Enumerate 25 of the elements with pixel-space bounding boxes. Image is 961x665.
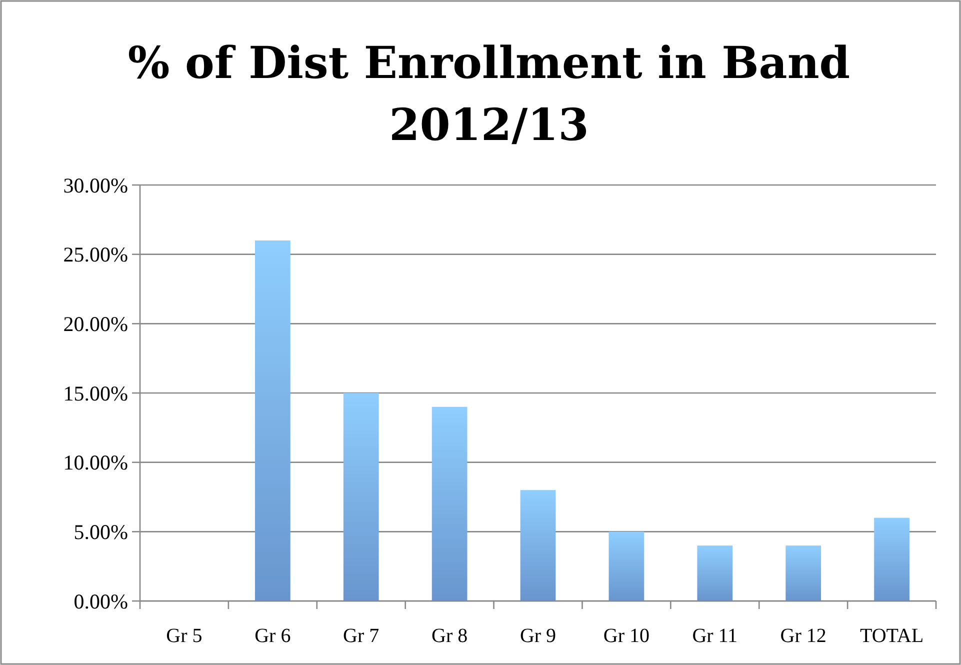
- x-tick-label: Gr 5: [166, 625, 202, 647]
- y-tick-label: 10.00%: [63, 450, 128, 475]
- x-tick-label: Gr 11: [692, 625, 738, 647]
- bar: [432, 406, 468, 601]
- y-tick-label: 5.00%: [74, 520, 128, 544]
- bar: [254, 240, 290, 601]
- y-tick-label: 30.00%: [63, 173, 128, 198]
- y-tick-label: 25.00%: [63, 242, 128, 267]
- x-tick-label: Gr 10: [603, 625, 650, 647]
- bar: [786, 546, 822, 601]
- x-tick-label: Gr 12: [780, 625, 826, 647]
- x-tick-label: Gr 9: [520, 625, 556, 647]
- x-tick-label: TOTAL: [860, 625, 924, 647]
- bar: [520, 490, 556, 601]
- chart-title: % of Dist Enrollment in Band 2012/13: [128, 38, 850, 151]
- bar: [343, 393, 379, 601]
- y-tick-label: 15.00%: [63, 381, 128, 406]
- bar: [697, 546, 733, 601]
- y-tick-label: 20.00%: [63, 312, 128, 336]
- x-tick-label: Gr 6: [254, 625, 291, 647]
- bar: [608, 532, 644, 601]
- bar: [874, 518, 910, 601]
- x-tick-label: Gr 8: [432, 625, 468, 647]
- y-tick-label: 0.00%: [74, 589, 128, 614]
- x-tick-label: Gr 7: [343, 625, 380, 647]
